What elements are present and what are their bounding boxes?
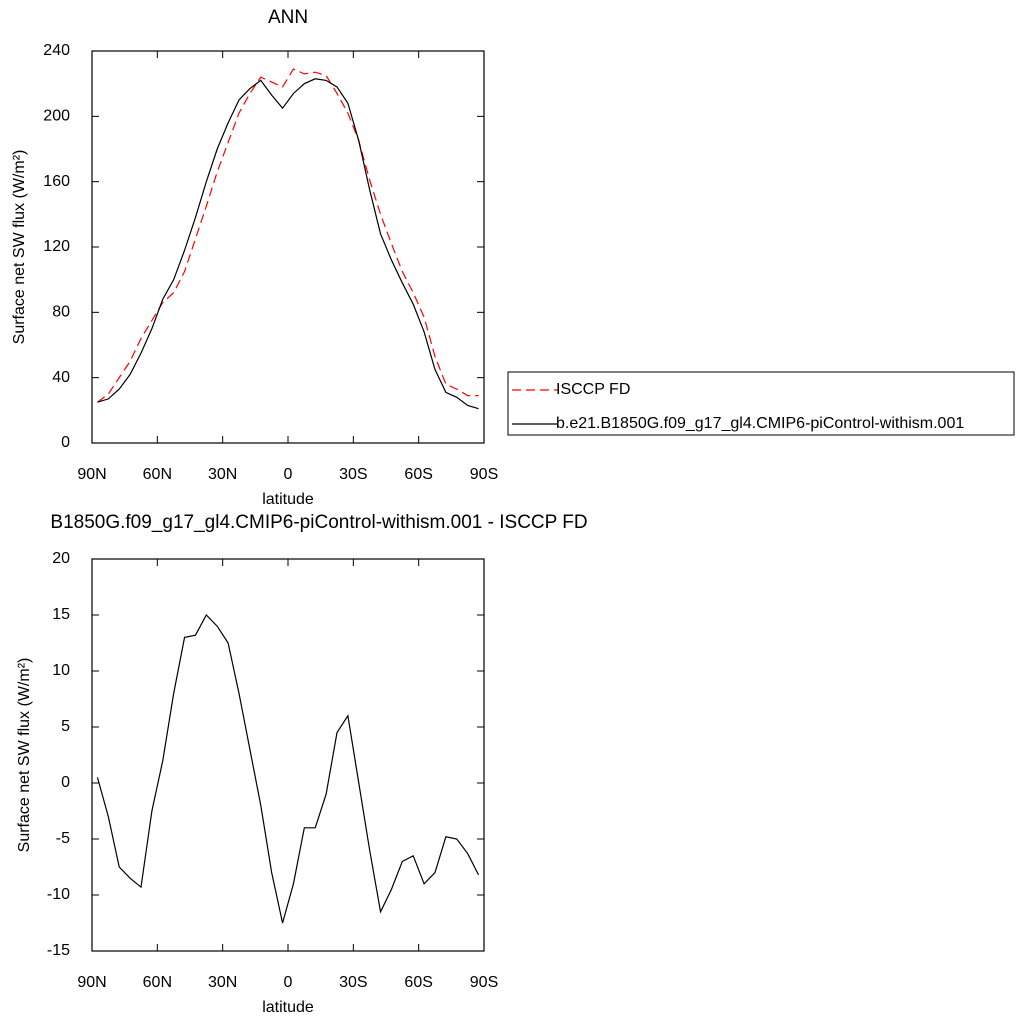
y-tick-label: 20 xyxy=(52,550,70,567)
legend-box xyxy=(507,371,1015,436)
x-tick-label: 30S xyxy=(339,466,367,483)
x-tick-label: 90N xyxy=(77,466,106,483)
x-tick-label: 30S xyxy=(339,974,367,991)
x-tick-label: 30N xyxy=(208,974,237,991)
x-tick-label: 60N xyxy=(143,974,172,991)
x-tick-label: 90N xyxy=(77,974,106,991)
y-tick-label: 40 xyxy=(52,369,70,386)
x-tick-label: 0 xyxy=(284,466,293,483)
x-tick-label: 60N xyxy=(143,466,172,483)
y-tick-label: -10 xyxy=(47,886,70,903)
x-tick-label: 60S xyxy=(404,974,432,991)
y-axis-label: Surface net SW flux (W/m²) xyxy=(16,658,33,853)
x-tick-label: 0 xyxy=(284,974,293,991)
chart-title: B1850G.f09_g17_gl4.CMIP6-piControl-withi… xyxy=(50,512,587,533)
x-tick-label: 30N xyxy=(208,466,237,483)
y-tick-label: 240 xyxy=(43,42,70,59)
y-tick-label: 80 xyxy=(52,304,70,321)
x-axis-label: latitude xyxy=(262,491,314,508)
y-tick-label: 5 xyxy=(61,718,70,735)
y-axis-label: Surface net SW flux (W/m²) xyxy=(11,150,28,345)
legend-label: ISCCP FD xyxy=(556,381,630,398)
y-tick-label: -15 xyxy=(47,942,70,959)
x-axis-label: latitude xyxy=(262,999,314,1016)
x-tick-label: 90S xyxy=(470,974,498,991)
y-tick-label: 15 xyxy=(52,606,70,623)
chart-title: ANN xyxy=(268,7,308,28)
legend-label: b.e21.B1850G.f09_g17_gl4.CMIP6-piControl… xyxy=(556,415,964,432)
y-tick-label: -5 xyxy=(56,830,70,847)
plot-frame xyxy=(91,558,485,952)
data-line xyxy=(96,613,480,924)
y-tick-label: 120 xyxy=(43,238,70,255)
y-tick-label: 160 xyxy=(43,173,70,190)
y-tick-label: 0 xyxy=(61,774,70,791)
x-tick-label: 90S xyxy=(470,466,498,483)
y-tick-label: 200 xyxy=(43,108,70,125)
plot-frame xyxy=(91,50,485,444)
y-tick-label: 10 xyxy=(52,662,70,679)
x-tick-label: 60S xyxy=(404,466,432,483)
data-line xyxy=(97,78,479,410)
data-line xyxy=(97,68,479,403)
y-tick-label: 0 xyxy=(61,434,70,451)
